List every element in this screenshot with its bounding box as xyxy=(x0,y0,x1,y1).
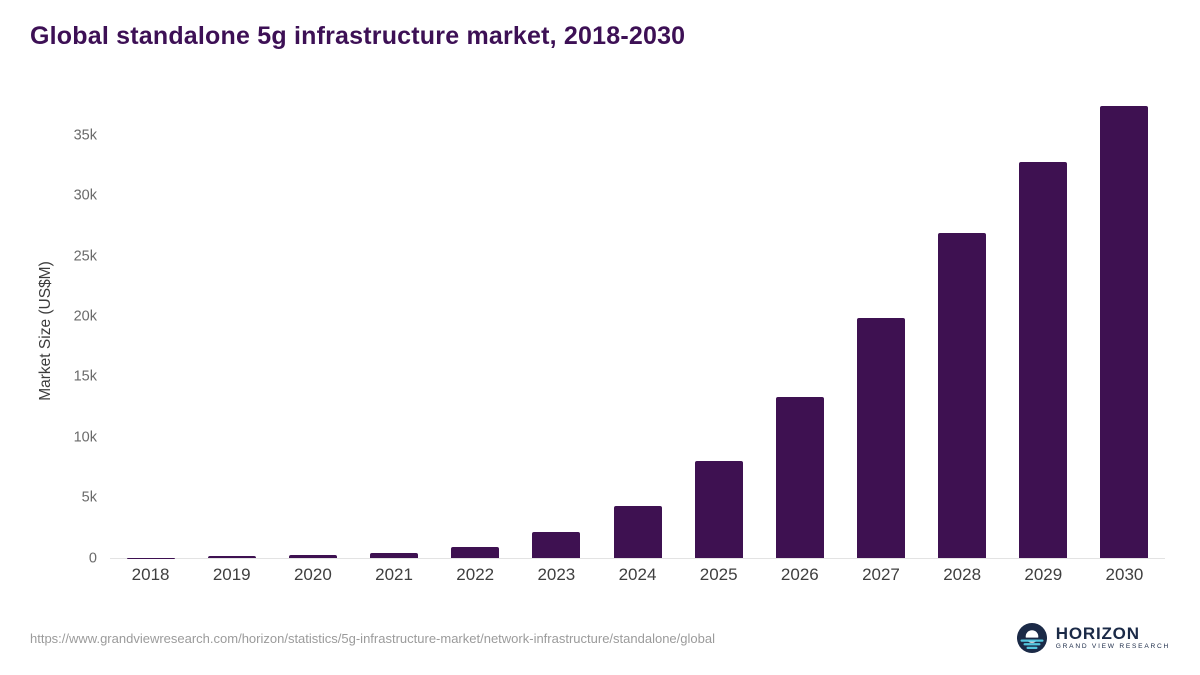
y-tick-label-35k: 35k xyxy=(73,126,97,143)
y-tick-label-30k: 30k xyxy=(73,187,97,204)
x-tick-label-2026: 2026 xyxy=(780,565,819,584)
x-tick-label-2028: 2028 xyxy=(943,565,982,584)
x-tick-label-2030: 2030 xyxy=(1105,565,1144,584)
bar-2020 xyxy=(288,555,337,558)
bar-2025 xyxy=(694,461,743,558)
bar-slot xyxy=(272,105,353,558)
footer: https://www.grandviewresearch.com/horizo… xyxy=(30,616,1170,660)
plot-area xyxy=(110,105,1165,559)
x-tick-label-2022: 2022 xyxy=(456,565,495,584)
y-tick-label-25k: 25k xyxy=(73,247,97,264)
bar-slot xyxy=(678,105,759,558)
y-tick-label-20k: 20k xyxy=(73,308,97,325)
horizon-logo: HORIZON GRAND VIEW RESEARCH xyxy=(1016,623,1170,653)
logo-title: HORIZON xyxy=(1055,623,1140,643)
x-tick-label-2027: 2027 xyxy=(862,565,900,584)
bar-2026 xyxy=(775,396,824,558)
y-tick-labels: 0 5k 10k 15k 20k 25k 30k 35k xyxy=(0,105,97,565)
bar-slot xyxy=(1003,105,1084,558)
bar-slot xyxy=(597,105,678,558)
bar-2022 xyxy=(451,547,500,558)
bar-2019 xyxy=(207,556,256,558)
y-tick-label-5k: 5k xyxy=(81,489,97,506)
x-axis-labels: 2018 2019 2020 2021 2022 2023 2024 2025 2026 2027… xyxy=(110,565,1165,585)
bar-slot xyxy=(1084,105,1165,558)
bar-2029 xyxy=(1019,161,1068,558)
chart-title: Global standalone 5g infrastructure mark… xyxy=(30,22,686,50)
horizon-logo-icon xyxy=(1016,623,1047,653)
bar-2027 xyxy=(856,317,905,558)
x-tick-label-2025: 2025 xyxy=(699,565,738,584)
bar-slot xyxy=(759,105,840,558)
bar-slot xyxy=(110,105,191,558)
source-url: https://www.grandviewresearch.com/horizo… xyxy=(30,630,715,646)
y-tick-label-15k: 15k xyxy=(73,368,97,385)
x-tick-label-2018: 2018 xyxy=(131,565,170,584)
bar-2028 xyxy=(938,233,987,558)
x-tick-label-2021: 2021 xyxy=(375,565,413,584)
x-tick-label-2029: 2029 xyxy=(1024,565,1063,584)
bar-2021 xyxy=(370,552,419,558)
logo-text: HORIZON GRAND VIEW RESEARCH xyxy=(1055,623,1170,652)
bar-slot xyxy=(353,105,434,558)
logo-subtitle: GRAND VIEW RESEARCH xyxy=(1055,643,1170,651)
y-tick-label-10k: 10k xyxy=(73,428,97,445)
y-tick-label-0: 0 xyxy=(88,549,97,566)
bar-slot xyxy=(516,105,597,558)
bar-2023 xyxy=(532,532,581,558)
x-tick-label-2023: 2023 xyxy=(537,565,576,584)
bar-2024 xyxy=(613,506,662,558)
bar-slot xyxy=(435,105,516,558)
x-tick-label-2020: 2020 xyxy=(293,565,332,584)
bar-2030 xyxy=(1100,106,1149,558)
x-tick-label-2024: 2024 xyxy=(618,565,657,584)
bar-slot xyxy=(191,105,272,558)
x-tick-label-2019: 2019 xyxy=(212,565,251,584)
bar-slot xyxy=(922,105,1003,558)
bar-slot xyxy=(840,105,921,558)
